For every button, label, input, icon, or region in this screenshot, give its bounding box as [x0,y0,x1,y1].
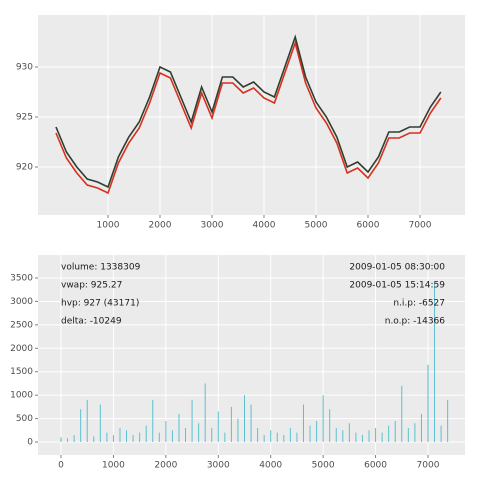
volume-bar [361,434,363,443]
volume-bar [302,404,304,443]
volume-bar [335,427,337,443]
volume-bar [257,427,259,443]
x-tick-label: 3000 [201,221,224,231]
volume-bar [440,425,442,443]
volume-bar [237,418,239,443]
y-tick-label: 3000 [10,297,33,307]
y-tick-label: 1000 [10,391,33,401]
volume-bar [158,432,160,443]
volume-bar [414,423,416,443]
volume-bar [296,432,298,443]
x-tick-label: 1000 [97,221,120,231]
volume-bar [67,438,69,443]
volume-bar [171,430,173,443]
volume-bar [191,399,193,443]
volume-bar [73,434,75,443]
volume-bar [283,434,285,443]
annotation: delta: -10249 [61,317,122,327]
y-tick-label: 3500 [10,274,33,284]
volume-bar [381,432,383,443]
y-tick-label: 0 [27,438,33,448]
volume-bar [244,395,246,443]
annotation: volume: 1338309 [61,263,141,273]
volume-bar [112,434,114,443]
volume-bar [145,425,147,443]
y-tick-label: 2000 [10,344,33,354]
volume-bar [276,432,278,443]
volume-bar [152,399,154,443]
x-tick-label: 0 [58,461,64,471]
volume-bar [434,282,436,443]
volume-bar [420,413,422,443]
volume-bar [407,427,409,443]
volume-bar [211,427,213,443]
volume-bar [348,423,350,443]
volume-bar [165,420,167,443]
volume-bar [329,409,331,443]
volume-bar [375,427,377,443]
annotation: 2009-01-05 08:30:00 [349,263,445,273]
x-tick-label: 6000 [357,221,380,231]
volume-bar [388,425,390,443]
volume-bar [401,385,403,443]
volume-bar [178,413,180,443]
price-line [55,40,442,195]
volume-bar [99,404,101,443]
volume-bar [289,427,291,443]
y-tick-label: 1500 [10,367,33,377]
x-tick-label: 1000 [102,461,125,471]
volume-bar [309,425,311,443]
x-tick-label: 3000 [207,461,230,471]
price-line [55,34,442,189]
x-tick-label: 7000 [409,221,432,231]
volume-bar [427,364,429,443]
annotation: vwap: 925.27 [61,281,122,291]
volume-bar [447,399,449,443]
volume-bar [106,432,108,443]
volume-bar [204,383,206,443]
x-tick-label: 7000 [417,461,440,471]
volume-bar [230,406,232,443]
x-tick-label: 4000 [253,221,276,231]
volume-bar [119,427,121,443]
volume-bar [86,399,88,443]
volume-bar [217,411,219,443]
volume-bar [185,427,187,443]
volume-bar [80,409,82,443]
annotation: n.o.p: -14366 [385,317,446,327]
volume-bar [355,432,357,443]
volume-bar [394,420,396,443]
volume-bar [60,437,62,443]
volume-bar [93,436,95,443]
x-tick-label: 4000 [259,461,282,471]
annotation: 2009-01-05 15:14:59 [349,281,445,291]
x-tick-label: 2000 [149,221,172,231]
volume-bar [342,430,344,443]
volume-bar [368,430,370,443]
x-tick-label: 5000 [305,221,328,231]
volume-bar [139,432,141,443]
annotation: hvp: 927 (43171) [61,299,139,309]
volume-bar [224,432,226,443]
x-tick-label: 6000 [364,461,387,471]
y-tick-label: 920 [16,163,33,173]
volume-bar [132,434,134,443]
y-tick-label: 930 [16,63,33,73]
annotation: n.i.p: -6527 [393,299,445,309]
x-tick-label: 5000 [312,461,335,471]
volume-bar [250,404,252,443]
y-tick-label: 925 [16,113,33,123]
volume-bar [322,395,324,443]
volume-bar [270,430,272,443]
y-tick-label: 2500 [10,320,33,330]
y-tick-label: 500 [16,414,33,424]
x-tick-label: 2000 [154,461,177,471]
volume-bar [316,420,318,443]
volume-bar [126,430,128,443]
volume-bar [263,434,265,443]
volume-bar [198,423,200,443]
